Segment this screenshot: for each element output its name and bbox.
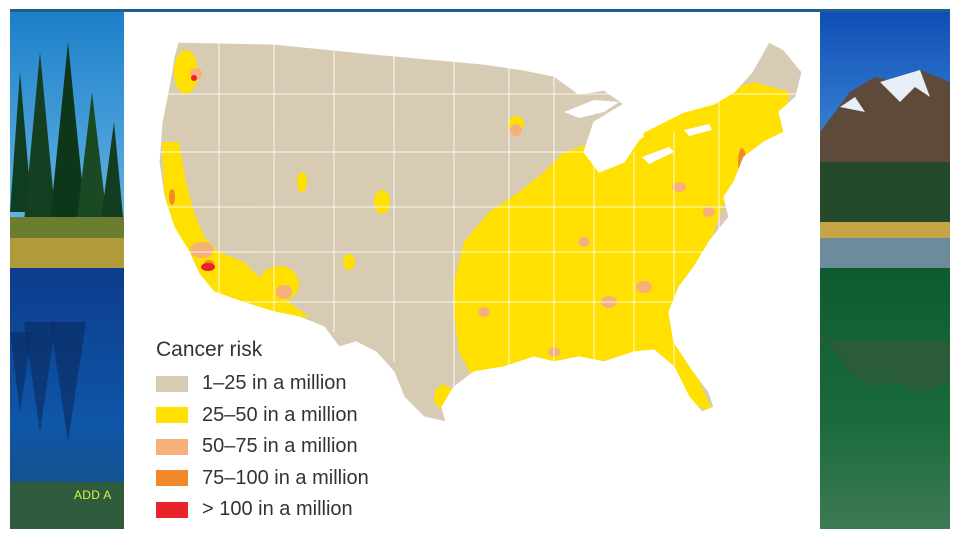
zone-25-50-colorado bbox=[374, 190, 390, 214]
legend-swatch bbox=[156, 407, 188, 424]
legend-label: 50–75 in a million bbox=[202, 435, 358, 458]
legend-item: 50–75 in a million bbox=[156, 431, 416, 463]
slide-top-rule bbox=[10, 9, 950, 12]
hotspot-50-75 bbox=[578, 237, 590, 247]
legend-label: 25–50 in a million bbox=[202, 403, 358, 426]
zone-25-50-pacific-nw bbox=[174, 50, 198, 94]
slide-footer-text: ADD A bbox=[74, 488, 112, 502]
zone-25-50-utah bbox=[297, 172, 307, 192]
hotspot-50-75 bbox=[276, 285, 292, 299]
legend-swatch bbox=[156, 375, 188, 392]
cancer-risk-map: Cancer risk 1–25 in a million 25–50 in a… bbox=[124, 12, 820, 540]
zone-25-50-east bbox=[454, 82, 789, 412]
hotspot-50-75 bbox=[672, 182, 686, 192]
lake-superior bbox=[564, 100, 619, 118]
legend-item: > 100 in a million bbox=[156, 494, 416, 526]
hotspot-over-100 bbox=[201, 263, 215, 271]
legend-swatch bbox=[156, 501, 188, 518]
lake-michigan bbox=[600, 116, 614, 164]
hotspot-over-100 bbox=[191, 75, 197, 81]
legend-item: 1–25 in a million bbox=[156, 368, 416, 400]
legend-label: > 100 in a million bbox=[202, 498, 353, 521]
zone-25-50-texas-coast bbox=[434, 385, 454, 409]
lake-huron bbox=[624, 116, 644, 144]
legend-swatch bbox=[156, 470, 188, 487]
right-mountain-photo bbox=[820, 12, 950, 529]
zone-over-100 bbox=[191, 75, 215, 271]
legend-swatch bbox=[156, 438, 188, 455]
hotspot-50-75 bbox=[510, 124, 522, 136]
legend-title: Cancer risk bbox=[156, 338, 263, 361]
left-forest-photo bbox=[10, 12, 124, 529]
legend-item: 75–100 in a million bbox=[156, 463, 416, 495]
great-lakes bbox=[564, 100, 712, 164]
hotspot-50-75 bbox=[703, 207, 715, 217]
legend-item: 25–50 in a million bbox=[156, 400, 416, 432]
legend-label: 1–25 in a million bbox=[202, 372, 347, 395]
map-legend: Cancer risk 1–25 in a million 25–50 in a… bbox=[156, 338, 416, 526]
hotspot-75-100 bbox=[169, 189, 175, 205]
us-map-svg bbox=[158, 41, 803, 423]
hotspot-50-75 bbox=[636, 281, 652, 293]
lake-erie bbox=[642, 147, 674, 164]
hotspot-50-75 bbox=[190, 242, 214, 258]
lake-ontario bbox=[684, 124, 712, 136]
legend-label: 75–100 in a million bbox=[202, 466, 369, 489]
hotspot-50-75 bbox=[478, 307, 490, 317]
zone-25-50-newmexico bbox=[343, 254, 355, 270]
